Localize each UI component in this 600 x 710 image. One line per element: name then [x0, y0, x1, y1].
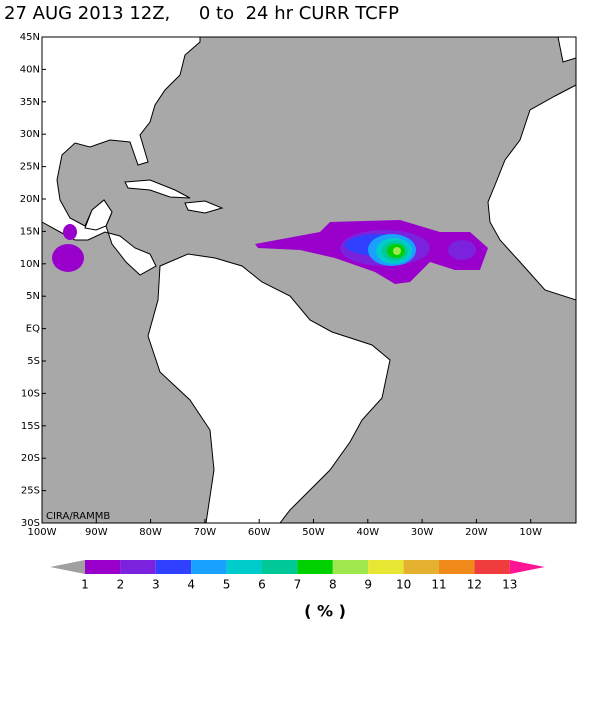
colorbar-label: 6: [258, 578, 266, 592]
north-america: [41, 36, 201, 276]
lat-label: 45N: [20, 32, 40, 43]
colorbar-label: 9: [364, 578, 372, 592]
colorbar-label: 4: [187, 578, 195, 592]
colorbar-label: 10: [396, 578, 411, 592]
colorbar-label: 8: [329, 578, 337, 592]
credit: CIRA/RAMMB: [46, 511, 110, 522]
colorbar-label: 1: [81, 578, 89, 592]
colorbar-box: [191, 560, 227, 574]
map-frame: [41, 36, 577, 524]
colorbar-box: [474, 560, 510, 574]
lat-label: 20N: [20, 194, 40, 205]
colorbar-box: [226, 560, 262, 574]
colorbar-box: [155, 560, 192, 574]
colorbar: 1 2 3 4 5 6 7 8 9 10 11 12 13: [50, 560, 545, 592]
lat-label: 30S: [21, 518, 40, 529]
lon-label: 60W: [248, 527, 271, 538]
lat-label: 35N: [20, 97, 40, 108]
lat-label: 5S: [27, 356, 40, 367]
lon-label: 40W: [356, 527, 379, 538]
probability-field: [52, 220, 488, 284]
colorbar-box: [403, 560, 439, 574]
colorbar-label: 2: [117, 578, 125, 592]
lon-label: 50W: [302, 527, 325, 538]
colorbar-label: 13: [502, 578, 517, 592]
colorbar-box: [120, 560, 156, 574]
lat-label: 15S: [21, 421, 40, 432]
lat-label: 25N: [20, 162, 40, 173]
axes: 45N 40N 35N 30N 25N 20N 15N 10N 5N EQ 5S 10S 15S 20S 2…: [20, 32, 542, 538]
lon-label: 100W: [28, 527, 57, 538]
yucatan: [84, 199, 113, 231]
lat-label: 40N: [20, 64, 40, 75]
colorbar-box: [297, 560, 333, 574]
africa: [487, 84, 577, 301]
colorbar-label: 11: [431, 578, 446, 592]
lat-label: 5N: [26, 291, 40, 302]
lat-label: 25S: [21, 486, 40, 497]
colorbar-box: [332, 560, 369, 574]
cuba: [124, 179, 191, 199]
map: [41, 36, 577, 524]
prob-area: [393, 247, 401, 255]
lat-label: 10S: [21, 388, 40, 399]
lat-label: 30N: [20, 129, 40, 140]
lon-label: 10W: [519, 527, 542, 538]
prob-area: [448, 240, 476, 260]
prob-area: [63, 224, 77, 240]
lat-label: EQ: [26, 324, 40, 335]
colorbar-units: ( % ): [304, 602, 346, 621]
colorbar-box: [85, 560, 121, 574]
lon-label: 70W: [194, 527, 217, 538]
lon-label: 30W: [411, 527, 434, 538]
lat-label: 10N: [20, 259, 40, 270]
lon-label: 20W: [465, 527, 488, 538]
colorbar-label: 7: [294, 578, 302, 592]
colorbar-box: [439, 560, 475, 574]
colorbar-label: 5: [223, 578, 231, 592]
lat-label: 20S: [21, 453, 40, 464]
prob-area: [52, 244, 84, 272]
colorbar-below: [50, 560, 85, 574]
colorbar-label: 3: [152, 578, 160, 592]
hispaniola: [184, 200, 224, 214]
lon-label: 90W: [85, 527, 108, 538]
south-america: [147, 253, 391, 524]
lon-label: 80W: [139, 527, 162, 538]
colorbar-box: [368, 560, 404, 574]
lat-label: 15N: [20, 226, 40, 237]
colorbar-label: 12: [467, 578, 482, 592]
colorbar-box: [262, 560, 298, 574]
title: 27 AUG 2013 12Z, 0 to 24 hr CURR TCFP: [4, 3, 399, 24]
colorbar-above: [509, 560, 545, 574]
